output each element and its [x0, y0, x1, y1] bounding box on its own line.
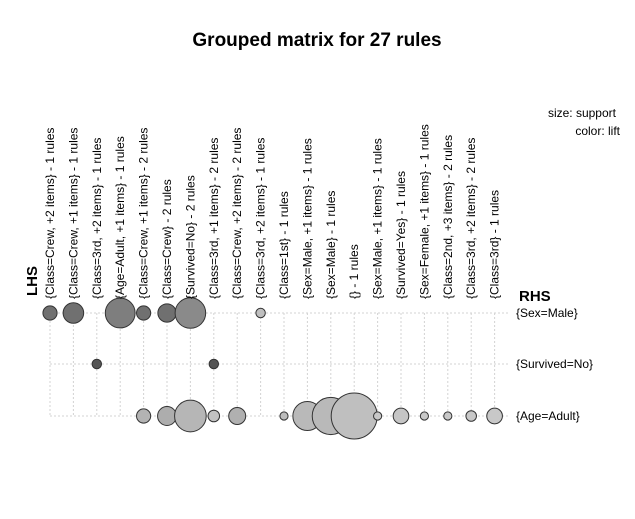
rule-bubble: [208, 358, 220, 370]
legend-size-text: size: support: [548, 106, 617, 120]
bubbles: [42, 297, 503, 440]
rule-bubble: [255, 307, 266, 319]
rule-bubble: [157, 303, 177, 323]
lhs-group-label: {Sex=Female, +1 items} - 1 rules: [417, 124, 431, 299]
lhs-group-labels: {Class=Crew, +2 items} - 1 rules {Class=C…: [43, 124, 502, 299]
lhs-group-label: {Class=3rd, +2 items} - 1 rules: [90, 138, 104, 299]
lhs-group-label: {Sex=Male, +1 items} - 1 rules: [371, 138, 385, 299]
rule-bubble: [136, 408, 152, 424]
rule-bubble: [392, 407, 410, 425]
rule-bubble: [486, 407, 503, 425]
rule-bubble: [228, 406, 247, 426]
lhs-group-label: {Class=3rd} - 1 rules: [488, 190, 502, 299]
lhs-group-label: {Age=Adult, +1 items} - 1 rules: [113, 136, 127, 299]
rhs-item-label: {Survived=No}: [516, 357, 593, 371]
rule-bubble: [174, 297, 207, 329]
rule-bubble: [104, 297, 136, 329]
chart-title: Grouped matrix for 27 rules: [192, 30, 441, 51]
lhs-group-label: {Sex=Male} - 1 rules: [324, 191, 338, 299]
lhs-axis-label: LHS: [24, 266, 41, 296]
lhs-group-label: {Class=Crew, +2 items} - 1 rules: [43, 128, 57, 299]
lhs-group-label: {Class=Crew, +1 items} - 1 rules: [66, 128, 80, 299]
rhs-item-label: {Sex=Male}: [516, 306, 578, 320]
lhs-group-label: {Class=3rd, +2 items} - 2 rules: [464, 138, 478, 299]
rhs-axis-label: RHS: [519, 288, 551, 305]
rule-bubble: [157, 406, 177, 426]
rule-bubble: [279, 411, 289, 421]
lhs-group-label: {Class=3rd, +1 items} - 2 rules: [207, 138, 221, 299]
lhs-group-label: {Class=Crew, +2 items} - 2 rules: [230, 128, 244, 299]
rule-bubble: [136, 305, 152, 321]
rule-bubble: [419, 411, 429, 421]
legend-color-text: color: lift: [575, 124, 620, 138]
lhs-group-label: {Class=Crew} - 2 rules: [160, 179, 174, 299]
rule-bubble: [373, 411, 383, 421]
rule-bubble: [42, 305, 58, 321]
lhs-group-label: {Survived=Yes} - 1 rules: [394, 171, 408, 299]
rhs-item-label: {Age=Adult}: [516, 409, 580, 423]
grid-lines: [49, 312, 508, 417]
rhs-item-labels: {Sex=Male} {Survived=No} {Age=Adult}: [516, 306, 593, 423]
lhs-group-label: {Class=1st} - 1 rules: [277, 191, 291, 299]
rule-bubble: [443, 411, 453, 421]
rule-bubble: [330, 392, 378, 440]
lhs-group-label: {Class=2nd, +3 items} - 2 rules: [441, 135, 455, 299]
rule-bubble: [62, 302, 85, 324]
rule-bubble: [91, 358, 103, 370]
rule-bubble: [207, 409, 221, 423]
rule-bubble: [465, 410, 477, 422]
lhs-group-label: {Class=Crew, +1 items} - 2 rules: [137, 128, 151, 299]
lhs-group-label: {Class=3rd, +2 items} - 1 rules: [254, 138, 268, 299]
lhs-group-label: {Survived=No} - 2 rules: [183, 175, 197, 299]
rule-bubble: [174, 399, 207, 433]
lhs-group-label: {} - 1 rules: [347, 244, 361, 299]
lhs-group-label: {Sex=Male, +1 items} - 1 rules: [300, 138, 314, 299]
